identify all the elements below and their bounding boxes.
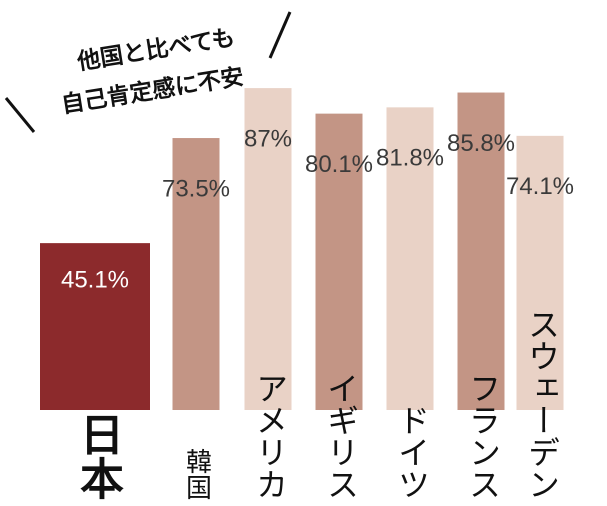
bar	[172, 138, 220, 411]
bar	[386, 107, 434, 410]
value-label: 85.8%	[447, 130, 515, 157]
value-label: 87%	[244, 125, 292, 152]
bar	[244, 88, 292, 410]
x-tick-label: イギリス	[322, 372, 360, 500]
value-label: 80.1%	[305, 151, 373, 178]
bar	[40, 243, 150, 410]
x-tick-label: アメリカ	[251, 372, 289, 500]
value-label: 45.1%	[61, 266, 129, 293]
value-label: 81.8%	[376, 145, 444, 172]
x-tick-label: スウェーデン	[523, 308, 561, 500]
title-group: 他国と比べても 自己肯定感に不安	[60, 25, 246, 119]
x-tick-label: 韓国	[182, 448, 212, 500]
bar	[516, 135, 564, 410]
x-tick-label: フランス	[464, 372, 502, 500]
x-tick-label: ドイツ	[393, 404, 431, 500]
decoration	[268, 11, 292, 59]
bar	[315, 113, 363, 410]
decoration	[4, 97, 36, 133]
bar	[457, 92, 505, 410]
value-label: 74.1%	[506, 173, 574, 200]
value-label: 73.5%	[162, 175, 230, 202]
x-tick-label: 日本	[72, 412, 124, 500]
